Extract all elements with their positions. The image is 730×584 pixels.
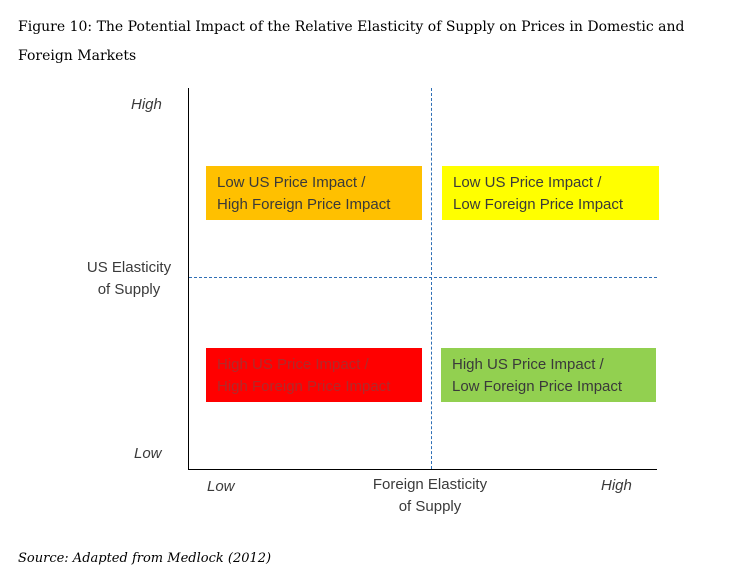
source-note: Source: Adapted from Medlock (2012) bbox=[18, 551, 272, 566]
x-axis-title-line-2: of Supply bbox=[398, 498, 462, 515]
quadrant-line-1: Low US Price Impact / bbox=[453, 174, 602, 191]
quadrant-line-1: High US Price Impact / bbox=[217, 356, 369, 373]
caption-line-2: Foreign Markets bbox=[18, 48, 137, 64]
quadrant-line-2: High Foreign Price Impact bbox=[217, 378, 391, 395]
quadrant-line-1: Low US Price Impact / bbox=[217, 174, 366, 191]
y-axis-line bbox=[188, 88, 189, 470]
y-axis-low-label: Low bbox=[134, 445, 162, 462]
quadrant-line-2: Low Foreign Price Impact bbox=[452, 378, 623, 395]
quadrant-line-2: Low Foreign Price Impact bbox=[453, 196, 624, 213]
horizontal-divider bbox=[189, 277, 657, 278]
y-axis-title-line-2: of Supply bbox=[97, 281, 161, 298]
vertical-divider bbox=[431, 88, 432, 469]
quadrant-high-us-low-foreign: High US Price Impact / Low Foreign Price… bbox=[441, 348, 656, 402]
caption-line-1: Figure 10: The Potential Impact of the R… bbox=[18, 19, 685, 35]
quadrant-low-us-low-foreign: Low US Price Impact / Low Foreign Price … bbox=[442, 166, 659, 220]
figure-caption: Figure 10: The Potential Impact of the R… bbox=[18, 13, 718, 71]
quadrant-high-us-high-foreign: High US Price Impact / High Foreign Pric… bbox=[206, 348, 422, 402]
x-axis-high-label: High bbox=[601, 477, 632, 494]
y-axis-title-line-1: US Elasticity bbox=[86, 259, 172, 276]
quadrant-low-us-high-foreign: Low US Price Impact / High Foreign Price… bbox=[206, 166, 422, 220]
x-axis-title: Foreign Elasticity of Supply bbox=[355, 474, 505, 518]
y-axis-title: US Elasticity of Supply bbox=[74, 257, 184, 301]
quadrant-line-1: High US Price Impact / bbox=[452, 356, 604, 373]
y-axis-high-label: High bbox=[131, 96, 162, 113]
x-axis-low-label: Low bbox=[207, 478, 235, 495]
x-axis-line bbox=[188, 469, 657, 470]
x-axis-title-line-1: Foreign Elasticity bbox=[372, 476, 488, 493]
quadrant-line-2: High Foreign Price Impact bbox=[217, 196, 391, 213]
